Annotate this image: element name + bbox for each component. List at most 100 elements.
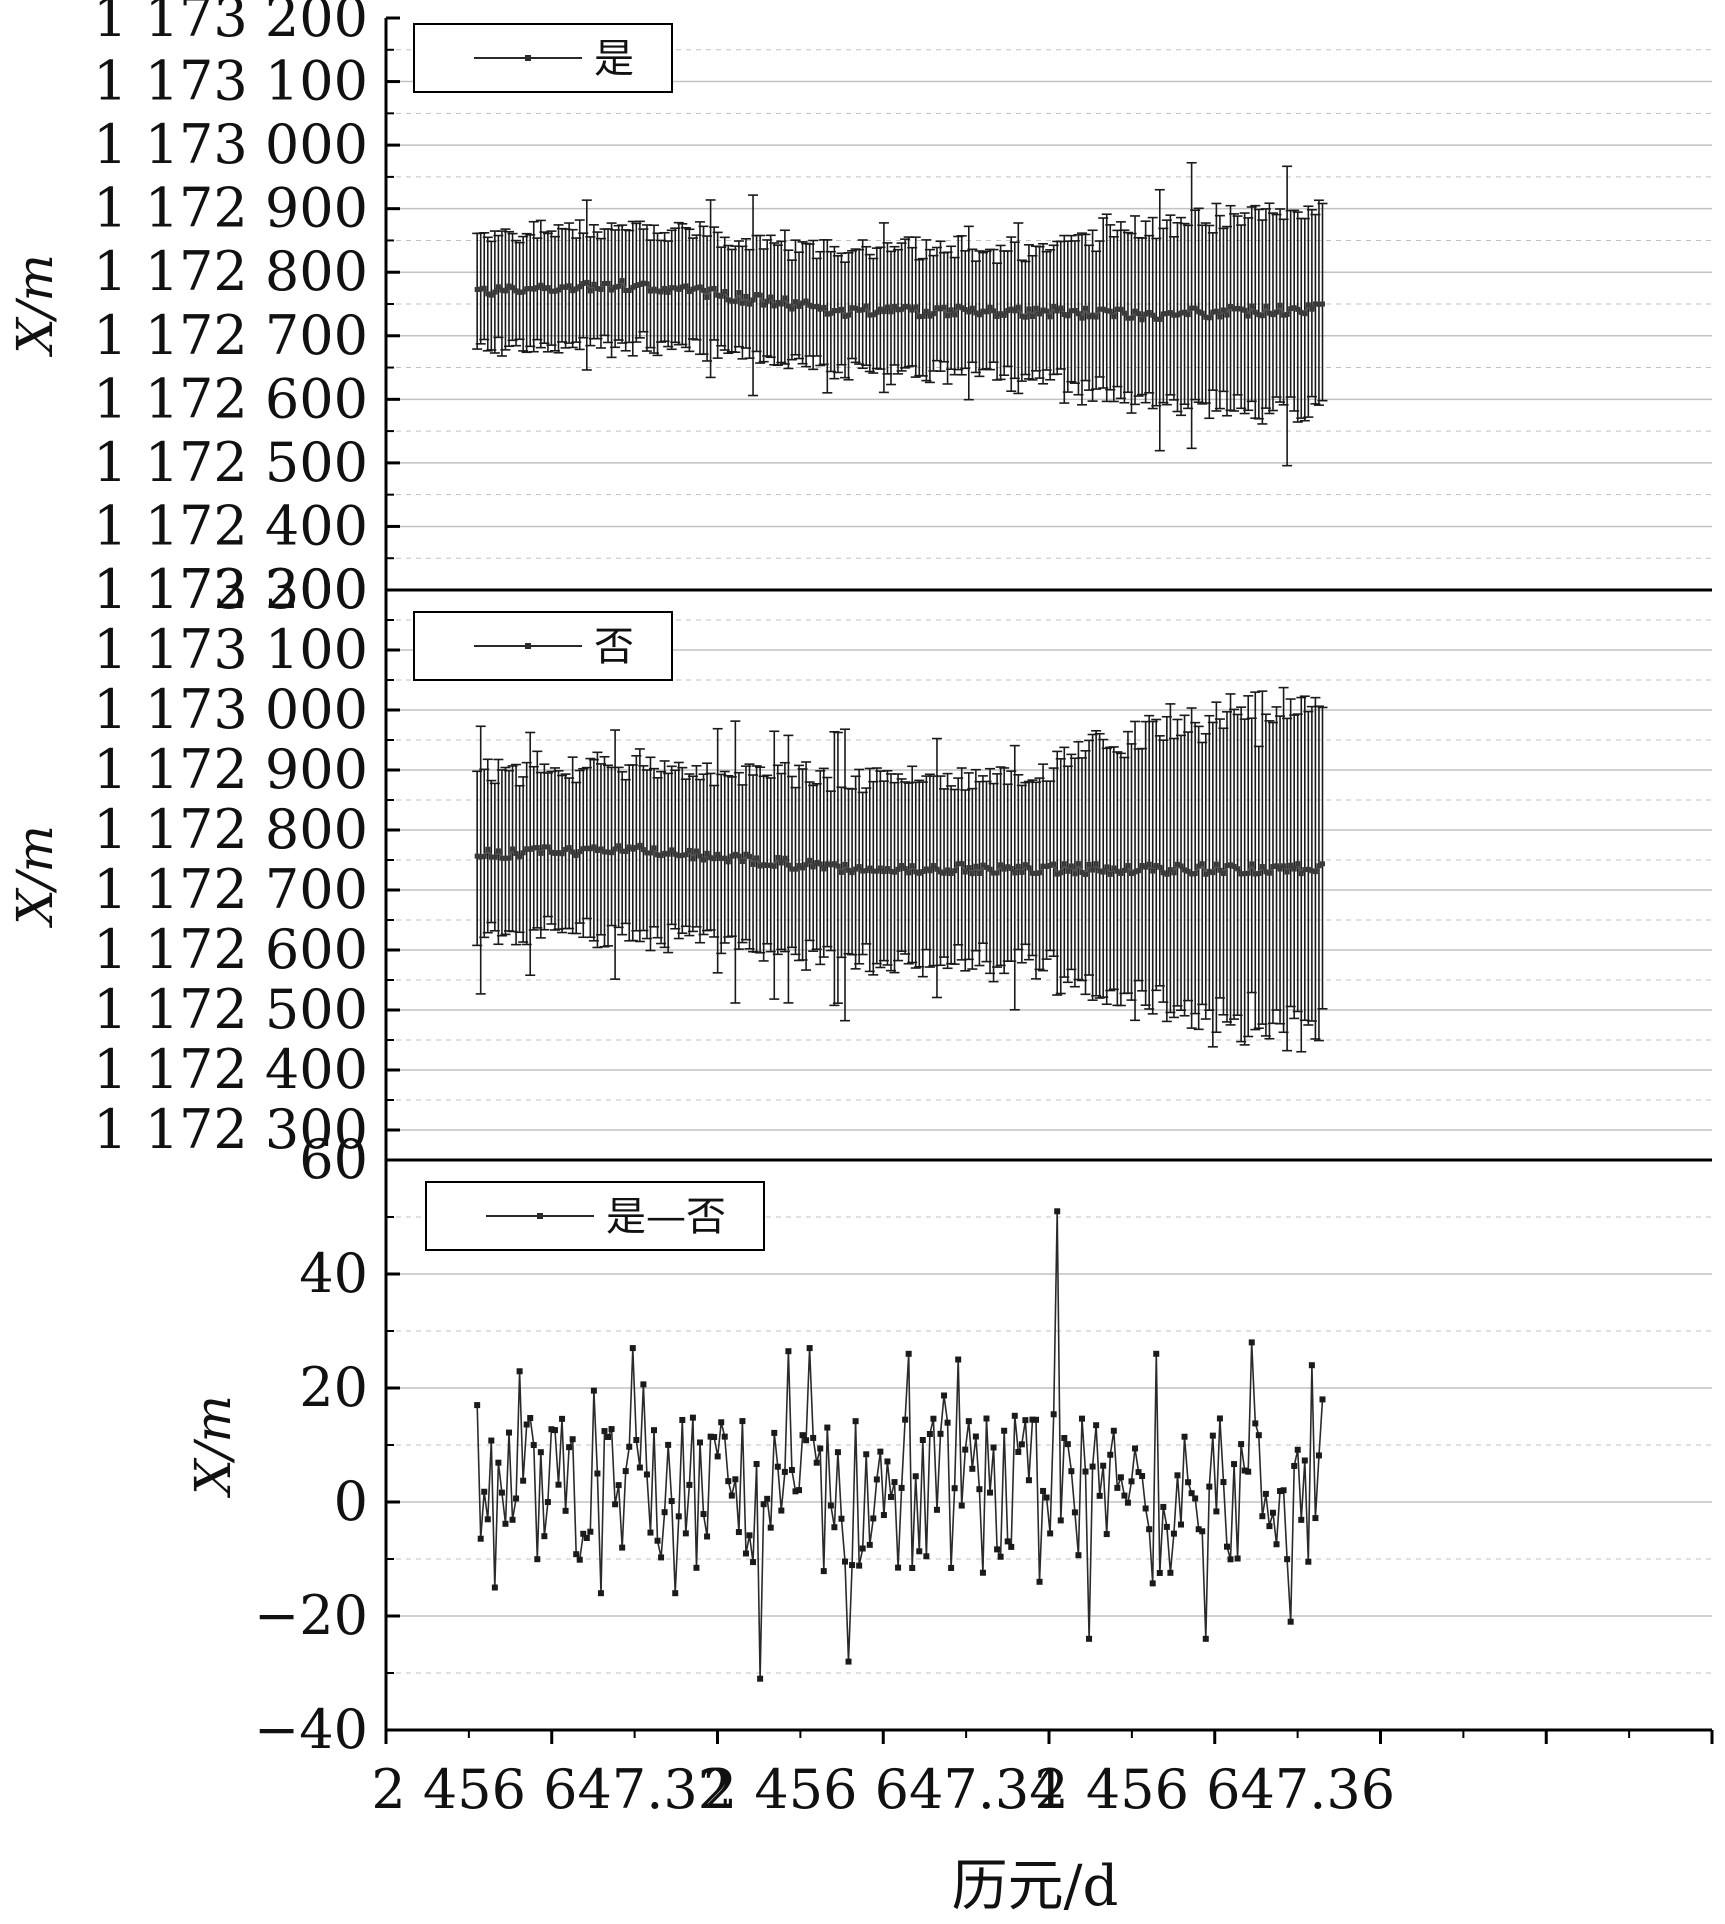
- data-point: [1231, 306, 1237, 312]
- data-point: [803, 862, 809, 868]
- data-point: [937, 1430, 944, 1437]
- data-point: [1262, 1490, 1269, 1497]
- data-point: [545, 285, 551, 291]
- data-point: [1047, 862, 1053, 868]
- data-point: [870, 312, 876, 318]
- data-point: [849, 870, 855, 876]
- y-tick-label: 1 172 700: [93, 858, 368, 921]
- data-point: [619, 848, 625, 854]
- data-point: [608, 1426, 615, 1433]
- data-point: [1217, 867, 1223, 873]
- data-point: [1284, 1556, 1291, 1563]
- data-point: [1308, 1362, 1315, 1369]
- data-point: [1249, 303, 1255, 309]
- data-point: [842, 861, 848, 867]
- data-point: [789, 306, 795, 312]
- data-point: [505, 1429, 512, 1436]
- data-point: [1153, 1350, 1160, 1357]
- data-point: [1287, 1618, 1294, 1625]
- data-point: [821, 866, 827, 872]
- data-point: [750, 297, 756, 303]
- data-point: [1136, 868, 1142, 874]
- data-point: [605, 280, 611, 286]
- data-point: [856, 864, 862, 870]
- data-point: [1220, 870, 1226, 876]
- data-point: [792, 299, 798, 305]
- data-point: [881, 869, 887, 875]
- data-point: [722, 288, 728, 294]
- data-point: [531, 286, 537, 292]
- data-point: [1022, 1417, 1029, 1424]
- data-point: [976, 870, 982, 876]
- data-point: [729, 853, 735, 859]
- data-point: [689, 1414, 696, 1421]
- data-point: [510, 285, 516, 291]
- data-point: [962, 307, 968, 313]
- data-point: [669, 847, 675, 853]
- data-point: [1124, 1499, 1131, 1506]
- data-point: [1100, 1462, 1107, 1469]
- data-point: [771, 863, 777, 869]
- data-point: [754, 855, 760, 861]
- data-point: [753, 1461, 760, 1468]
- data-point: [909, 863, 915, 869]
- data-point: [1068, 863, 1074, 869]
- data-point: [1018, 1441, 1025, 1448]
- data-point: [1029, 870, 1035, 876]
- data-point: [1181, 1433, 1188, 1440]
- data-point: [874, 868, 880, 874]
- data-point: [655, 288, 661, 294]
- data-point: [944, 1419, 951, 1426]
- data-point: [516, 1368, 523, 1375]
- data-point: [1192, 1495, 1199, 1502]
- data-point: [1294, 1446, 1301, 1453]
- data-point: [1079, 315, 1085, 321]
- data-point: [485, 291, 491, 297]
- data-point: [1128, 871, 1134, 877]
- data-point: [909, 307, 915, 313]
- data-point: [704, 850, 710, 856]
- data-point: [566, 1444, 573, 1451]
- data-point: [1280, 1487, 1287, 1494]
- data-point: [1277, 1488, 1284, 1495]
- data-point: [509, 1516, 516, 1523]
- data-point: [884, 1458, 891, 1465]
- data-point: [813, 1459, 820, 1466]
- data-point: [686, 847, 692, 853]
- data-point: [541, 844, 547, 850]
- data-point: [1199, 861, 1205, 867]
- data-point: [640, 847, 646, 853]
- data-point: [1284, 311, 1290, 317]
- data-point: [951, 1485, 958, 1492]
- data-point: [945, 313, 951, 319]
- data-point: [771, 1429, 778, 1436]
- data-point: [955, 303, 961, 309]
- data-point: [1012, 870, 1018, 876]
- data-point: [1167, 1569, 1174, 1576]
- data-point: [923, 866, 929, 872]
- data-point: [655, 852, 661, 858]
- data-point: [792, 866, 798, 872]
- data-point: [919, 1437, 926, 1444]
- data-point: [1256, 870, 1262, 876]
- data-point: [761, 862, 767, 868]
- data-point: [616, 843, 622, 849]
- data-point: [1117, 1474, 1124, 1481]
- data-point: [1019, 313, 1025, 319]
- data-point: [1284, 869, 1290, 875]
- data-point: [877, 306, 883, 312]
- data-point: [1047, 314, 1053, 320]
- data-point: [859, 1545, 866, 1552]
- data-point: [814, 303, 820, 309]
- data-point: [877, 865, 883, 871]
- data-point: [821, 304, 827, 310]
- y-tick-label: 1 172 500: [93, 431, 368, 494]
- y-tick-label: 1 172 400: [93, 494, 368, 557]
- data-point: [1160, 1503, 1167, 1510]
- data-point: [891, 1479, 898, 1486]
- data-point: [537, 1449, 544, 1456]
- data-point: [1011, 1412, 1018, 1419]
- data-point: [517, 289, 523, 295]
- data-point: [1121, 1492, 1128, 1499]
